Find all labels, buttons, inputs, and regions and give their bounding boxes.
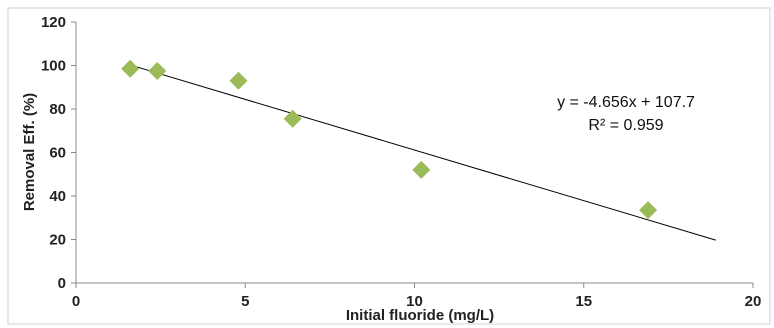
x-tick-label: 0 [72, 293, 80, 310]
chart-frame [7, 7, 771, 325]
data-point [283, 109, 302, 128]
y-tick-label: 20 [49, 232, 66, 249]
y-tick-label: 120 [41, 14, 66, 31]
y-tick-label: 60 [49, 145, 66, 162]
data-point [229, 71, 248, 90]
y-tick-label: 40 [49, 188, 66, 205]
data-points [121, 59, 658, 220]
y-tick-label: 80 [49, 101, 66, 118]
x-tick-label: 5 [241, 293, 249, 310]
x-tick-label: 20 [745, 293, 762, 310]
data-point [639, 201, 658, 220]
x-tick-group: 0 5 10 15 20 [72, 283, 762, 310]
trendline [130, 64, 716, 241]
y-tick-label: 100 [41, 58, 66, 75]
y-tick-label: 0 [58, 275, 66, 292]
data-point [121, 59, 140, 78]
y-axis-title: Removal Eff. (%) [21, 93, 38, 211]
x-tick-label: 10 [406, 293, 423, 310]
data-point [148, 61, 167, 80]
x-axis-title: Initial fluoride (mg/L) [346, 307, 494, 324]
data-point [412, 160, 431, 179]
trendline-r-squared: R² = 0.959 [588, 117, 663, 134]
trendline-equation: y = -4.656x + 107.7 [557, 94, 695, 111]
x-tick-label: 15 [575, 293, 592, 310]
y-tick-group: 0 20 40 60 80 100 120 [41, 14, 76, 292]
